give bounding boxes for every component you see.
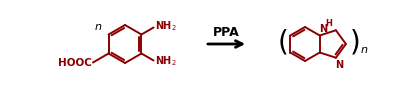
Text: HOOC: HOOC (58, 59, 92, 68)
Text: H: H (325, 19, 332, 28)
Text: NH$_2$: NH$_2$ (154, 20, 176, 33)
Text: N: N (319, 23, 327, 34)
Text: N: N (335, 60, 343, 70)
Text: (: ( (278, 29, 288, 57)
Text: n: n (95, 23, 102, 32)
Text: PPA: PPA (213, 26, 240, 39)
Text: NH$_2$: NH$_2$ (154, 55, 176, 68)
Text: n: n (361, 45, 368, 55)
Text: ): ) (350, 29, 361, 57)
